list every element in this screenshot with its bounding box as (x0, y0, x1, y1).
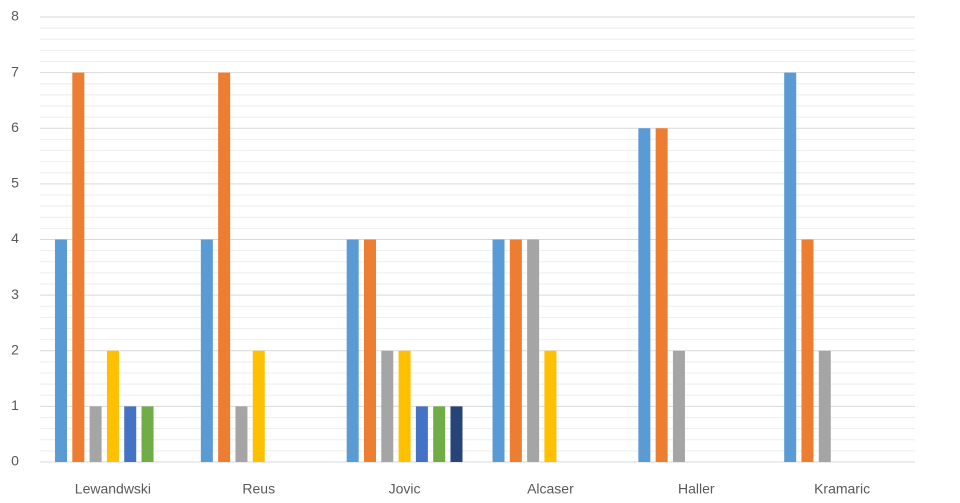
y-tick-label: 4 (11, 230, 19, 246)
bar (492, 239, 505, 462)
bar (235, 406, 248, 462)
bar (801, 239, 814, 462)
bar (106, 350, 119, 462)
y-tick-label: 3 (11, 286, 19, 302)
bar (141, 406, 154, 462)
y-tick-label: 1 (11, 397, 19, 413)
x-tick-label: Haller (678, 481, 715, 497)
bar (509, 239, 522, 462)
bar (346, 239, 359, 462)
bar (818, 350, 831, 462)
bar (398, 350, 411, 462)
x-tick-label: Lewandwski (75, 481, 151, 497)
x-tick-label: Alcaser (527, 481, 574, 497)
bar (415, 406, 428, 462)
y-tick-label: 7 (11, 63, 19, 79)
y-tick-label: 2 (11, 341, 19, 357)
y-tick-label: 5 (11, 175, 19, 191)
bar (638, 128, 651, 462)
bar (527, 239, 540, 462)
bar (124, 406, 137, 462)
bar (784, 72, 797, 462)
bar (433, 406, 446, 462)
y-tick-label: 8 (11, 8, 19, 24)
x-tick-label: Kramaric (814, 481, 870, 497)
bar (544, 350, 557, 462)
bar (655, 128, 668, 462)
bar (200, 239, 213, 462)
bar (252, 350, 265, 462)
bar (672, 350, 685, 462)
bar (363, 239, 376, 462)
bar (72, 72, 85, 462)
bar (450, 406, 463, 462)
bar (55, 239, 68, 462)
y-tick-label: 0 (11, 453, 19, 469)
bar (381, 350, 394, 462)
x-tick-label: Jovic (389, 481, 421, 497)
bar (89, 406, 102, 462)
y-tick-label: 6 (11, 119, 19, 135)
x-tick-label: Reus (242, 481, 275, 497)
bar (218, 72, 231, 462)
